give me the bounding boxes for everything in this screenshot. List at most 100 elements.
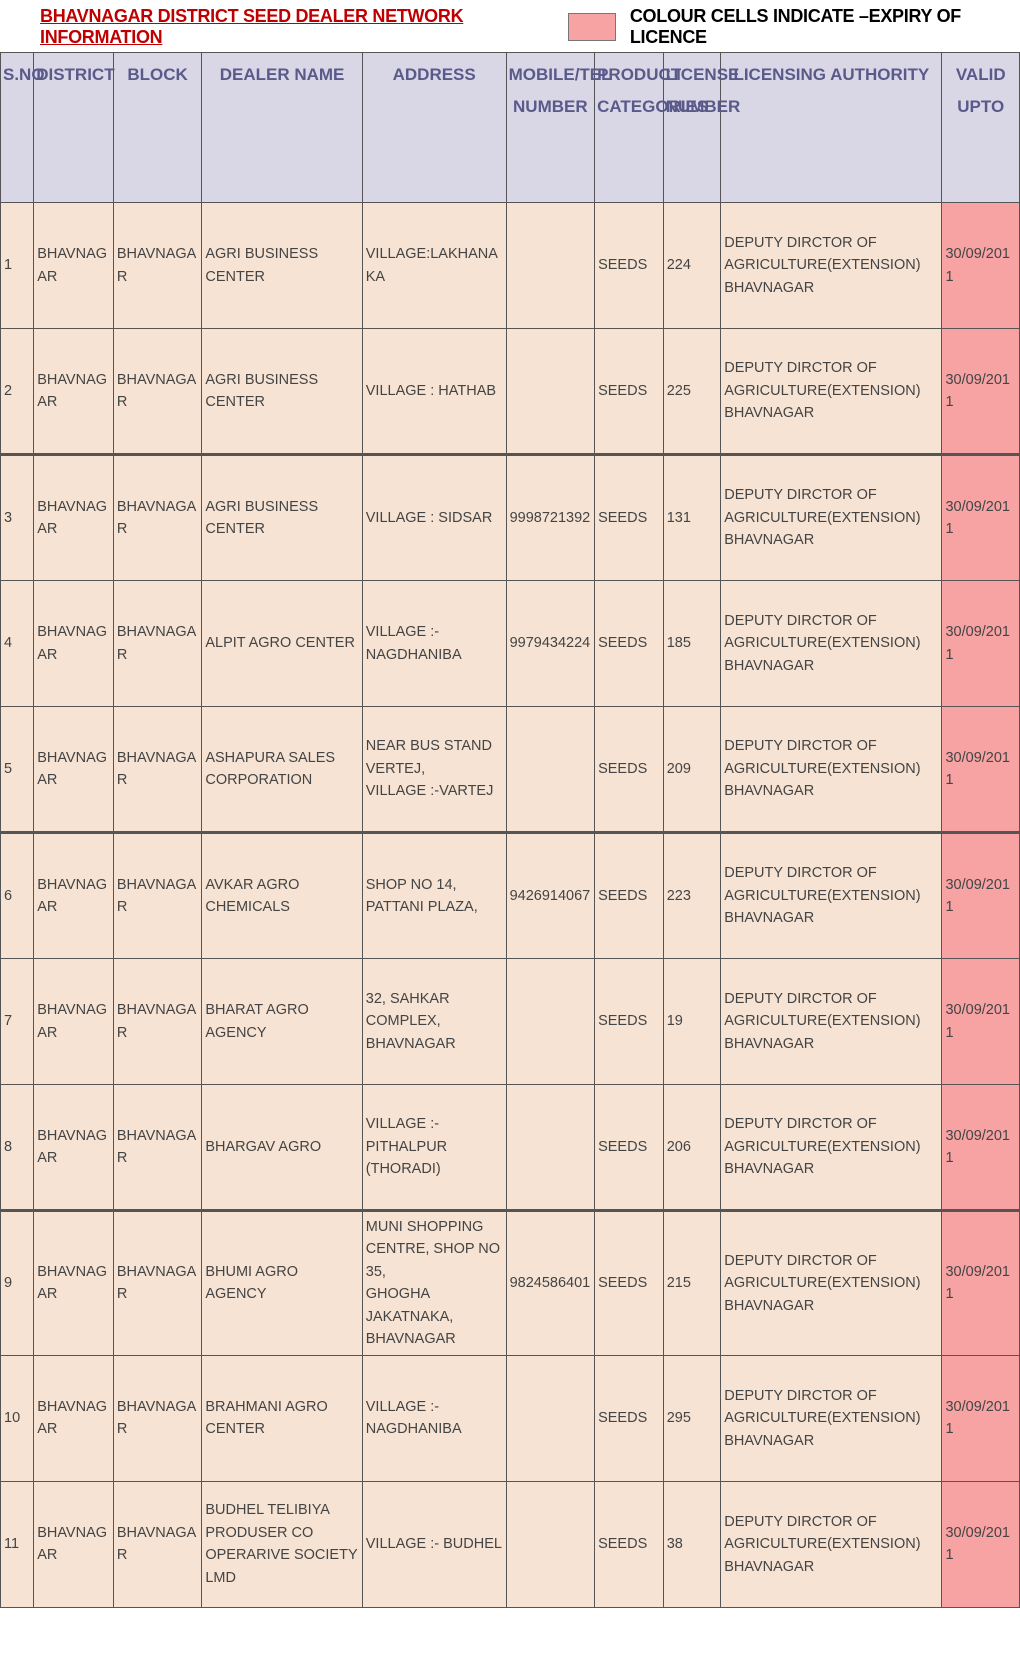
cell-mob (506, 329, 595, 455)
cell-dist: BHAVNAGAR (34, 203, 114, 329)
cell-addr: SHOP NO 14,PATTANI PLAZA, (362, 833, 506, 959)
cell-dist: BHAVNAGAR (34, 329, 114, 455)
cell-block: BHAVNAGAR (113, 1355, 202, 1481)
cell-lic: 215 (663, 1211, 721, 1356)
cell-addr: VILLAGE :- NAGDHANIBA (362, 581, 506, 707)
cell-mob (506, 1085, 595, 1211)
cell-valid: 30/09/2011 (942, 329, 1020, 455)
cell-block: BHAVNAGAR (113, 329, 202, 455)
cell-addr: VILLAGE :- BUDHEL (362, 1481, 506, 1607)
cell-sno: 4 (1, 581, 34, 707)
cell-valid: 30/09/2011 (942, 455, 1020, 581)
col-district: DISTRICT (34, 53, 114, 203)
table-row: 3BHAVNAGARBHAVNAGARAGRI BUSINESS CENTERV… (1, 455, 1020, 581)
cell-addr: VILLAGE :- PITHALPUR (THORADI) (362, 1085, 506, 1211)
cell-addr: VILLAGE : HATHAB (362, 329, 506, 455)
cell-sno: 10 (1, 1355, 34, 1481)
cell-block: BHAVNAGAR (113, 581, 202, 707)
cell-valid: 30/09/2011 (942, 1481, 1020, 1607)
cell-addr: 32, SAHKAR COMPLEX, BHAVNAGAR (362, 959, 506, 1085)
cell-dealer: BHARGAV AGRO (202, 1085, 362, 1211)
cell-valid: 30/09/2011 (942, 833, 1020, 959)
cell-sno: 11 (1, 1481, 34, 1607)
cell-sno: 8 (1, 1085, 34, 1211)
cell-prod: SEEDS (595, 1085, 664, 1211)
cell-valid: 30/09/2011 (942, 203, 1020, 329)
cell-valid: 30/09/2011 (942, 1355, 1020, 1481)
cell-lic: 224 (663, 203, 721, 329)
cell-lic: 38 (663, 1481, 721, 1607)
cell-addr: NEAR BUS STAND VERTEJ,VILLAGE :-VARTEJ (362, 707, 506, 833)
cell-dealer: AVKAR AGRO CHEMICALS (202, 833, 362, 959)
cell-prod: SEEDS (595, 707, 664, 833)
cell-block: BHAVNAGAR (113, 707, 202, 833)
cell-dealer: BHUMI AGRO AGENCY (202, 1211, 362, 1356)
cell-dealer: BRAHMANI AGRO CENTER (202, 1355, 362, 1481)
cell-valid: 30/09/2011 (942, 707, 1020, 833)
cell-prod: SEEDS (595, 959, 664, 1085)
header-row: S.NO DISTRICT BLOCK DEALER NAME ADDRESS … (1, 53, 1020, 203)
cell-auth: DEPUTY DIRCTOR OF AGRICULTURE(EXTENSION)… (721, 1355, 942, 1481)
table-row: 10BHAVNAGARBHAVNAGARBRAHMANI AGRO CENTER… (1, 1355, 1020, 1481)
cell-auth: DEPUTY DIRCTOR OF AGRICULTURE(EXTENSION)… (721, 581, 942, 707)
cell-mob (506, 959, 595, 1085)
cell-auth: DEPUTY DIRCTOR OF AGRICULTURE(EXTENSION)… (721, 707, 942, 833)
table-row: 1BHAVNAGARBHAVNAGARAGRI BUSINESS CENTERV… (1, 203, 1020, 329)
col-product: PRODUCT CATEGORIES (595, 53, 664, 203)
cell-addr: MUNI SHOPPING CENTRE, SHOP NO 35,GHOGHA … (362, 1211, 506, 1356)
col-valid: VALID UPTO (942, 53, 1020, 203)
cell-dist: BHAVNAGAR (34, 1481, 114, 1607)
col-sno: S.NO (1, 53, 34, 203)
cell-valid: 30/09/2011 (942, 959, 1020, 1085)
cell-auth: DEPUTY DIRCTOR OF AGRICULTURE(EXTENSION)… (721, 1481, 942, 1607)
cell-valid: 30/09/2011 (942, 1211, 1020, 1356)
cell-sno: 2 (1, 329, 34, 455)
cell-lic: 206 (663, 1085, 721, 1211)
table-row: 9BHAVNAGARBHAVNAGARBHUMI AGRO AGENCYMUNI… (1, 1211, 1020, 1356)
cell-dist: BHAVNAGAR (34, 833, 114, 959)
cell-auth: DEPUTY DIRCTOR OF AGRICULTURE(EXTENSION)… (721, 1085, 942, 1211)
cell-lic: 209 (663, 707, 721, 833)
cell-mob (506, 1355, 595, 1481)
cell-addr: VILLAGE :- NAGDHANIBA (362, 1355, 506, 1481)
cell-prod: SEEDS (595, 329, 664, 455)
cell-block: BHAVNAGAR (113, 203, 202, 329)
cell-addr: VILLAGE : SIDSAR (362, 455, 506, 581)
col-block: BLOCK (113, 53, 202, 203)
table-row: 7BHAVNAGARBHAVNAGARBHARAT AGRO AGENCY32,… (1, 959, 1020, 1085)
cell-prod: SEEDS (595, 1355, 664, 1481)
cell-mob (506, 707, 595, 833)
cell-block: BHAVNAGAR (113, 1211, 202, 1356)
cell-block: BHAVNAGAR (113, 833, 202, 959)
cell-valid: 30/09/2011 (942, 581, 1020, 707)
page-title-right: COLOUR CELLS INDICATE –EXPIRY OF LICENCE (630, 6, 1012, 48)
cell-auth: DEPUTY DIRCTOR OF AGRICULTURE(EXTENSION)… (721, 203, 942, 329)
cell-sno: 7 (1, 959, 34, 1085)
cell-mob: 9824586401 (506, 1211, 595, 1356)
table-row: 6BHAVNAGARBHAVNAGARAVKAR AGRO CHEMICALSS… (1, 833, 1020, 959)
cell-dist: BHAVNAGAR (34, 581, 114, 707)
cell-auth: DEPUTY DIRCTOR OF AGRICULTURE(EXTENSION)… (721, 959, 942, 1085)
cell-prod: SEEDS (595, 833, 664, 959)
cell-auth: DEPUTY DIRCTOR OF AGRICULTURE(EXTENSION)… (721, 329, 942, 455)
cell-mob: 9979434224 (506, 581, 595, 707)
cell-auth: DEPUTY DIRCTOR OF AGRICULTURE(EXTENSION)… (721, 833, 942, 959)
page-title-left: BHAVNAGAR DISTRICT SEED DEALER NETWORK I… (40, 6, 550, 48)
table-body: 1BHAVNAGARBHAVNAGARAGRI BUSINESS CENTERV… (1, 203, 1020, 1608)
col-mobile: MOBILE/TEL NUMBER (506, 53, 595, 203)
cell-block: BHAVNAGAR (113, 455, 202, 581)
expiry-color-swatch (568, 13, 616, 41)
cell-dealer: AGRI BUSINESS CENTER (202, 329, 362, 455)
cell-auth: DEPUTY DIRCTOR OF AGRICULTURE(EXTENSION)… (721, 455, 942, 581)
cell-lic: 225 (663, 329, 721, 455)
table-row: 4BHAVNAGARBHAVNAGARALPIT AGRO CENTERVILL… (1, 581, 1020, 707)
cell-sno: 6 (1, 833, 34, 959)
cell-dist: BHAVNAGAR (34, 959, 114, 1085)
title-bar: BHAVNAGAR DISTRICT SEED DEALER NETWORK I… (0, 0, 1020, 52)
cell-lic: 19 (663, 959, 721, 1085)
cell-mob: 9426914067 (506, 833, 595, 959)
table-row: 11BHAVNAGARBHAVNAGARBUDHEL TELIBIYA PROD… (1, 1481, 1020, 1607)
col-dealer: DEALER NAME (202, 53, 362, 203)
cell-block: BHAVNAGAR (113, 959, 202, 1085)
table-row: 8BHAVNAGARBHAVNAGARBHARGAV AGROVILLAGE :… (1, 1085, 1020, 1211)
